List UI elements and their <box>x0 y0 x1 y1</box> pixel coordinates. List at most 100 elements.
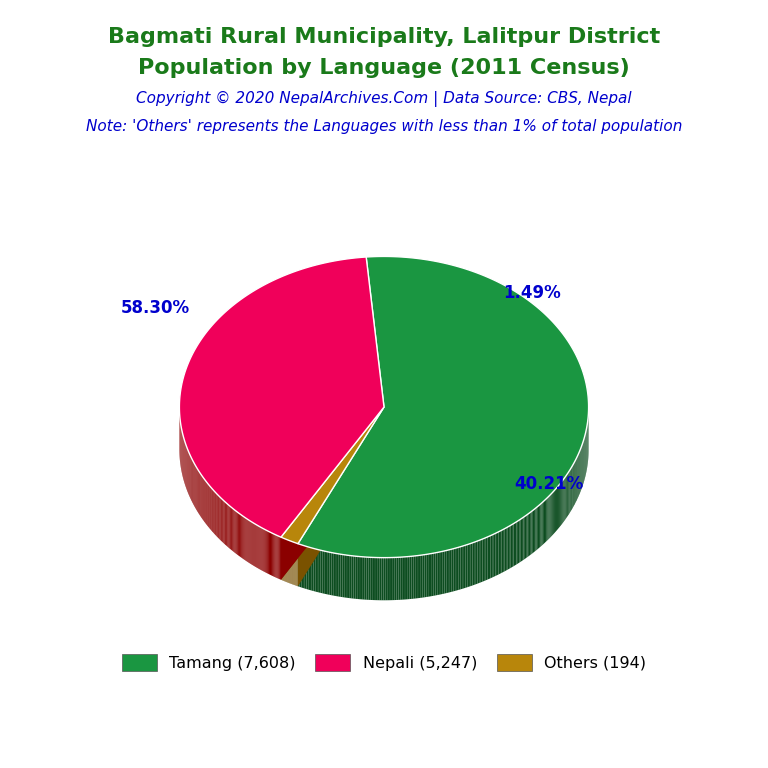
Polygon shape <box>445 551 446 594</box>
Polygon shape <box>348 555 349 598</box>
Polygon shape <box>491 535 492 578</box>
Polygon shape <box>481 539 482 582</box>
Polygon shape <box>515 521 516 565</box>
Polygon shape <box>238 512 239 556</box>
Polygon shape <box>526 515 528 558</box>
Polygon shape <box>262 528 263 571</box>
Polygon shape <box>316 549 317 592</box>
Polygon shape <box>557 486 558 530</box>
Polygon shape <box>273 534 274 577</box>
Polygon shape <box>511 525 512 568</box>
Polygon shape <box>376 558 378 601</box>
Polygon shape <box>484 538 485 581</box>
Polygon shape <box>357 556 359 599</box>
Polygon shape <box>498 531 500 574</box>
Polygon shape <box>553 491 554 535</box>
Polygon shape <box>386 558 387 601</box>
Text: Bagmati Rural Municipality, Lalitpur District: Bagmati Rural Municipality, Lalitpur Dis… <box>108 27 660 47</box>
Polygon shape <box>230 506 231 550</box>
Polygon shape <box>441 551 442 594</box>
Polygon shape <box>249 520 250 563</box>
Polygon shape <box>567 473 568 517</box>
Polygon shape <box>256 525 257 568</box>
Polygon shape <box>479 540 481 583</box>
Polygon shape <box>370 558 372 600</box>
Polygon shape <box>453 548 455 591</box>
Polygon shape <box>365 557 366 600</box>
Polygon shape <box>570 469 571 513</box>
Polygon shape <box>531 511 533 554</box>
Polygon shape <box>369 558 370 600</box>
Polygon shape <box>281 407 384 580</box>
Polygon shape <box>545 499 546 542</box>
Polygon shape <box>452 548 453 592</box>
Polygon shape <box>439 551 441 594</box>
Polygon shape <box>502 529 503 573</box>
Polygon shape <box>366 557 369 600</box>
Polygon shape <box>564 477 565 521</box>
Polygon shape <box>236 511 237 554</box>
Polygon shape <box>437 552 439 595</box>
Polygon shape <box>372 558 374 600</box>
Polygon shape <box>417 555 419 598</box>
Text: Copyright © 2020 NepalArchives.Com | Data Source: CBS, Nepal: Copyright © 2020 NepalArchives.Com | Dat… <box>136 91 632 107</box>
Polygon shape <box>250 521 251 564</box>
Polygon shape <box>434 553 435 596</box>
Polygon shape <box>503 528 505 572</box>
Polygon shape <box>242 515 243 558</box>
Polygon shape <box>494 533 495 577</box>
Polygon shape <box>220 498 221 541</box>
Polygon shape <box>471 543 472 586</box>
Polygon shape <box>455 548 457 591</box>
Polygon shape <box>257 525 258 568</box>
Polygon shape <box>500 530 502 574</box>
Polygon shape <box>448 550 450 593</box>
Polygon shape <box>312 548 313 591</box>
Polygon shape <box>378 558 379 601</box>
Polygon shape <box>512 524 514 567</box>
Polygon shape <box>324 551 326 594</box>
Polygon shape <box>301 545 303 588</box>
Polygon shape <box>223 501 224 544</box>
Polygon shape <box>281 407 384 580</box>
Polygon shape <box>544 500 545 544</box>
Polygon shape <box>225 502 226 545</box>
Polygon shape <box>339 554 340 597</box>
Polygon shape <box>509 525 511 569</box>
Polygon shape <box>305 546 306 589</box>
Polygon shape <box>352 556 353 598</box>
Polygon shape <box>239 513 240 557</box>
Polygon shape <box>402 557 404 600</box>
Polygon shape <box>508 526 509 570</box>
Polygon shape <box>550 495 551 538</box>
Polygon shape <box>389 558 391 601</box>
Polygon shape <box>232 508 233 551</box>
Polygon shape <box>319 550 320 593</box>
Polygon shape <box>408 557 409 599</box>
Polygon shape <box>478 541 479 584</box>
Polygon shape <box>555 488 556 532</box>
Text: Population by Language (2011 Census): Population by Language (2011 Census) <box>138 58 630 78</box>
Polygon shape <box>310 548 312 591</box>
Polygon shape <box>450 549 452 592</box>
Polygon shape <box>272 533 273 576</box>
Polygon shape <box>518 520 519 564</box>
Polygon shape <box>274 535 276 578</box>
Polygon shape <box>306 546 308 590</box>
Polygon shape <box>231 507 232 551</box>
Polygon shape <box>241 515 242 558</box>
Polygon shape <box>237 512 238 555</box>
Polygon shape <box>269 531 270 574</box>
Polygon shape <box>548 495 550 539</box>
Polygon shape <box>530 511 531 555</box>
Polygon shape <box>300 545 301 588</box>
Polygon shape <box>387 558 389 601</box>
Polygon shape <box>298 544 300 587</box>
Polygon shape <box>328 552 329 595</box>
Polygon shape <box>458 547 461 590</box>
Polygon shape <box>243 517 245 560</box>
Polygon shape <box>538 505 539 549</box>
Polygon shape <box>382 558 383 601</box>
Polygon shape <box>421 555 422 598</box>
Polygon shape <box>361 557 362 600</box>
